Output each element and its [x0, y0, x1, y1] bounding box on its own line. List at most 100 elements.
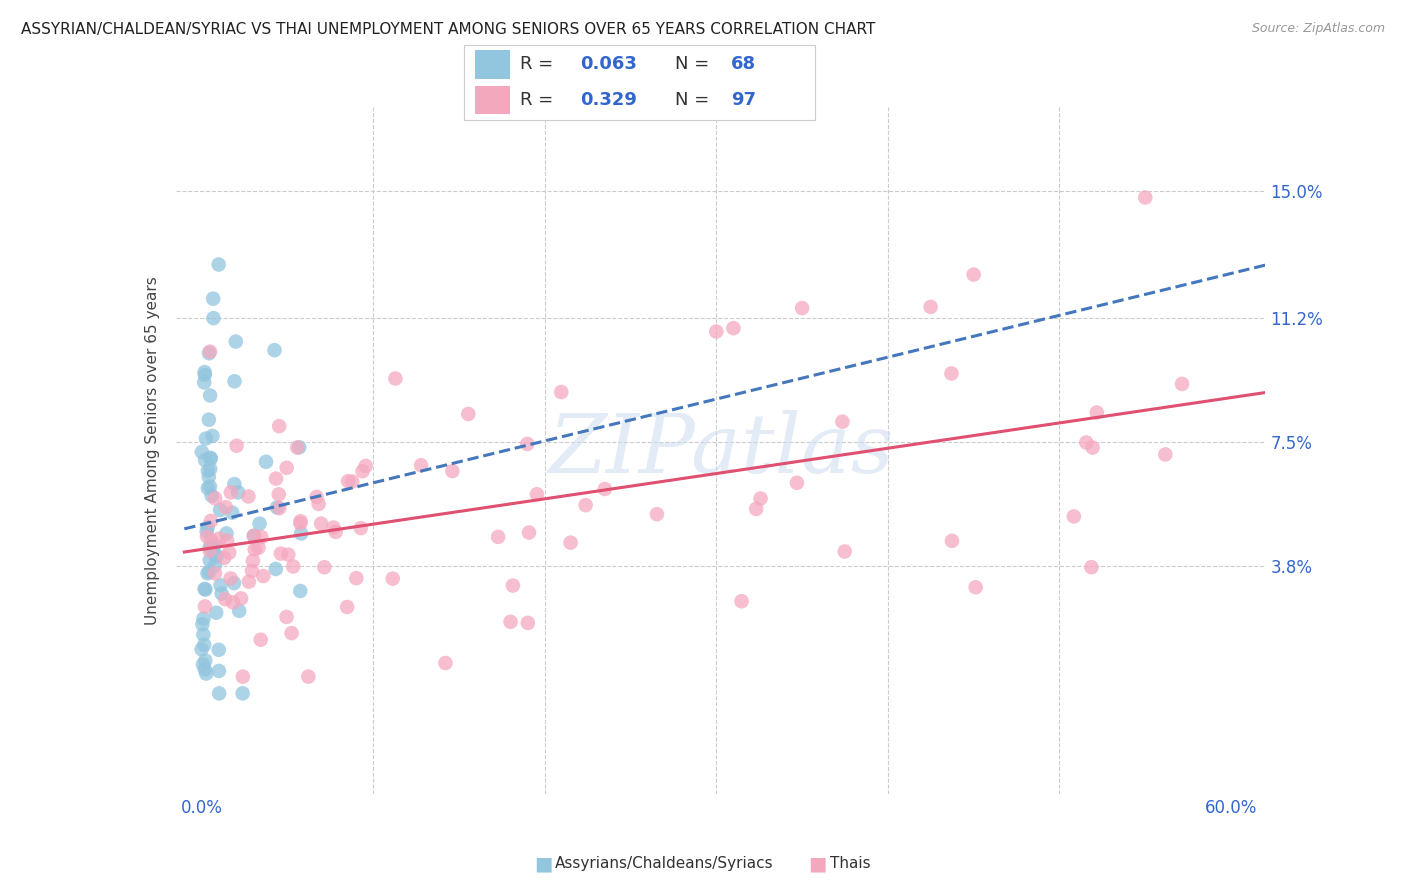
Point [190, 642, 212, 657]
Point [325, 524, 347, 539]
Text: ASSYRIAN/CHALDEAN/SYRIAC VS THAI UNEMPLOYMENT AMONG SENIORS OVER 65 YEARS CORREL: ASSYRIAN/CHALDEAN/SYRIAC VS THAI UNEMPLO… [21, 22, 876, 37]
Point [322, 520, 344, 534]
Point [201, 539, 224, 553]
Point [593, 482, 616, 496]
Point [297, 670, 319, 684]
Point [204, 558, 226, 573]
Point [384, 371, 406, 385]
Point [215, 526, 238, 541]
Text: ZIPatlas: ZIPatlas [548, 410, 893, 491]
Point [267, 487, 290, 501]
Point [198, 553, 221, 567]
Point [280, 626, 302, 640]
Point [309, 516, 332, 531]
Point [191, 617, 214, 632]
Point [1076, 435, 1098, 450]
Point [198, 540, 221, 554]
Point [1135, 190, 1157, 204]
Point [441, 464, 464, 478]
Point [1085, 405, 1108, 419]
Point [200, 533, 222, 548]
Point [194, 582, 217, 596]
Point [209, 503, 232, 517]
Point [191, 657, 214, 672]
Point [197, 566, 219, 581]
Point [352, 464, 374, 478]
Point [195, 524, 218, 539]
Point [219, 485, 242, 500]
Point [1154, 447, 1177, 461]
Point [283, 559, 305, 574]
Point [730, 594, 752, 608]
Point [288, 440, 311, 454]
Point [249, 632, 271, 647]
Point [344, 571, 367, 585]
Point [550, 384, 572, 399]
Point [941, 367, 963, 381]
Point [723, 321, 745, 335]
Point [269, 419, 291, 434]
Point [224, 374, 246, 388]
Point [243, 529, 266, 543]
Point [243, 542, 266, 557]
Point [434, 656, 457, 670]
Point [205, 606, 228, 620]
Point [201, 429, 224, 443]
Point [749, 491, 772, 506]
Point [290, 584, 312, 599]
Point [1080, 560, 1102, 574]
Point [191, 445, 214, 459]
Point [1063, 509, 1085, 524]
Point [308, 497, 330, 511]
Point [264, 472, 287, 486]
Point [834, 544, 856, 558]
Point [965, 580, 987, 594]
Point [197, 481, 219, 495]
Point [560, 535, 582, 549]
Point [208, 532, 231, 546]
Point [194, 582, 217, 597]
Text: ■: ■ [534, 854, 553, 873]
Point [198, 565, 221, 579]
Point [226, 485, 249, 500]
Text: Assyrians/Chaldeans/Syriacs: Assyrians/Chaldeans/Syriacs [555, 856, 773, 871]
Point [290, 514, 312, 528]
Point [276, 610, 298, 624]
Point [290, 516, 312, 531]
Point [232, 670, 254, 684]
Point [198, 346, 221, 360]
Point [314, 560, 336, 574]
Point [198, 413, 221, 427]
Point [285, 441, 308, 455]
Point [200, 514, 222, 528]
Point [242, 554, 264, 568]
Point [502, 578, 524, 592]
Text: 68: 68 [731, 55, 756, 73]
Point [516, 437, 538, 451]
Point [194, 365, 217, 379]
Text: 0.329: 0.329 [581, 91, 637, 109]
Text: 0.063: 0.063 [581, 55, 637, 73]
Point [198, 344, 221, 359]
Point [381, 572, 404, 586]
Point [354, 458, 377, 473]
Point [193, 612, 215, 626]
Point [204, 548, 226, 562]
Point [200, 451, 222, 466]
Point [831, 415, 853, 429]
Point [247, 541, 270, 555]
Point [194, 599, 217, 614]
Point [786, 475, 808, 490]
Point [201, 489, 224, 503]
Text: 97: 97 [731, 91, 756, 109]
Point [222, 595, 245, 609]
Point [264, 562, 287, 576]
Point [254, 455, 277, 469]
Point [202, 292, 225, 306]
Point [790, 301, 813, 315]
Point [340, 475, 363, 489]
Point [1081, 441, 1104, 455]
Point [336, 600, 359, 615]
Point [198, 479, 221, 493]
Point [198, 470, 221, 484]
